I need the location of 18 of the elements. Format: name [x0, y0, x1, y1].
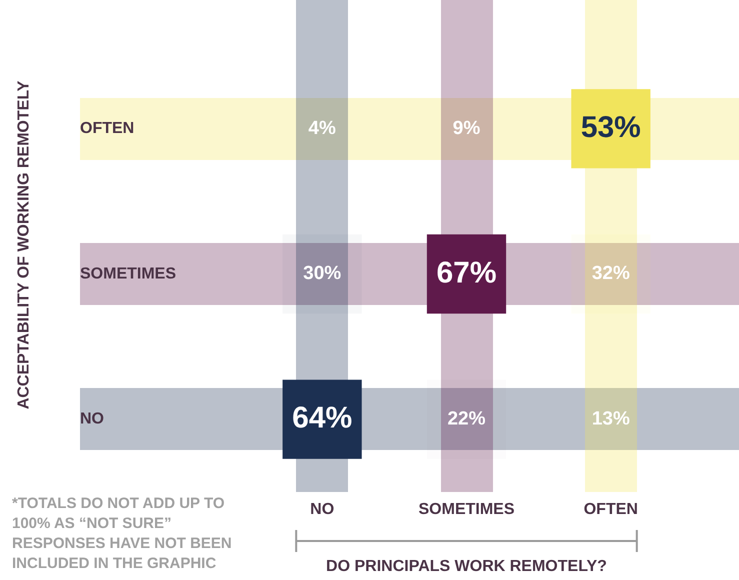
data-label: 9% — [452, 118, 480, 139]
data-label: 53% — [580, 110, 641, 144]
y-tick-label: OFTEN — [80, 120, 134, 138]
y-tick-label: NO — [80, 410, 104, 428]
x-axis-title: DO PRINCIPALS WORK REMOTELY? — [326, 558, 607, 575]
y-axis-title: ACCEPTABILITY OF WORKING REMOTELY — [15, 80, 33, 410]
data-label: 13% — [592, 408, 630, 430]
x-tick-label: SOMETIMES — [418, 501, 515, 518]
x-tick-label: OFTEN — [584, 501, 638, 518]
y-tick-label: SOMETIMES — [80, 265, 176, 282]
data-label: 4% — [308, 118, 336, 139]
text: *TOTALS DO NOT ADD UP TO 100% AS “NOT SURE” RESPONSES HAVE NOT BEEN INCLUDED IN THE GRAPHIC — [12, 494, 233, 574]
data-label: 67% — [436, 256, 497, 290]
x-tick-label: NO — [310, 501, 334, 518]
data-label: 64% — [292, 402, 352, 435]
data-label: 30% — [303, 263, 342, 284]
data-label: 32% — [592, 263, 630, 284]
data-label: 22% — [447, 408, 486, 430]
